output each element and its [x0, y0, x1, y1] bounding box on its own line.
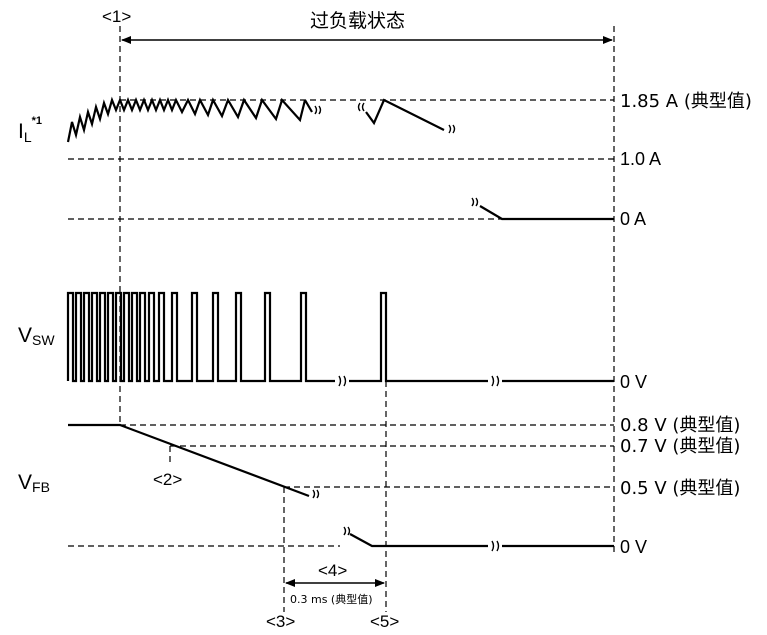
il-decay-waveform — [365, 98, 445, 131]
marker-5-label: <5> — [370, 612, 399, 631]
vfb-08v-level-label: 0.8 V (典型值) — [620, 415, 740, 436]
marker-1-label: <1> — [102, 7, 131, 26]
marker-4-label: <4> — [318, 561, 347, 580]
vsw-label: VSW — [18, 324, 55, 348]
vfb-label: VFB — [18, 471, 50, 495]
vsw-0v-level-label: 0 V — [620, 372, 647, 392]
vsw-break-mark-2 — [491, 375, 500, 387]
vfb-break-mark-1 — [312, 489, 320, 499]
il-0a-level-label: 0 A — [620, 209, 646, 229]
vfb-zero-waveform — [349, 533, 488, 548]
vfb-decay-waveform — [68, 423, 310, 498]
marker-2-label: <2> — [153, 470, 182, 489]
vsw-single-pulse — [349, 291, 488, 383]
vsw-break-mark-1 — [338, 375, 347, 387]
overload-state-label: 过负载状态 — [310, 10, 405, 32]
marker-3-label: <3> — [266, 612, 295, 631]
duration-label: 0.3 ms (典型值) — [290, 592, 373, 606]
il-1a-level-label: 1.0 A — [620, 149, 661, 169]
vfb-0v-level-label: 0 V — [620, 537, 647, 557]
vsw-pulse-train — [66, 291, 335, 383]
il-break-mark-4 — [471, 197, 479, 207]
vfb-05v-level-label: 0.5 V (典型值) — [620, 478, 740, 499]
vfb-break-mark-2 — [343, 526, 351, 536]
il-break-mark-1 — [314, 105, 322, 115]
il-label: IL*1 — [18, 115, 42, 145]
il-peak-level-label: 1.85 A (典型值) — [620, 91, 752, 112]
vfb-break-mark-3 — [491, 540, 500, 552]
il-zero-waveform — [479, 205, 614, 221]
il-ramp-tail — [304, 99, 313, 113]
il-break-mark-3 — [448, 124, 456, 134]
vfb-07v-level-label: 0.7 V (典型值) — [620, 436, 740, 457]
il-ramp-waveform — [66, 96, 307, 143]
il-break-mark-2 — [357, 102, 365, 112]
